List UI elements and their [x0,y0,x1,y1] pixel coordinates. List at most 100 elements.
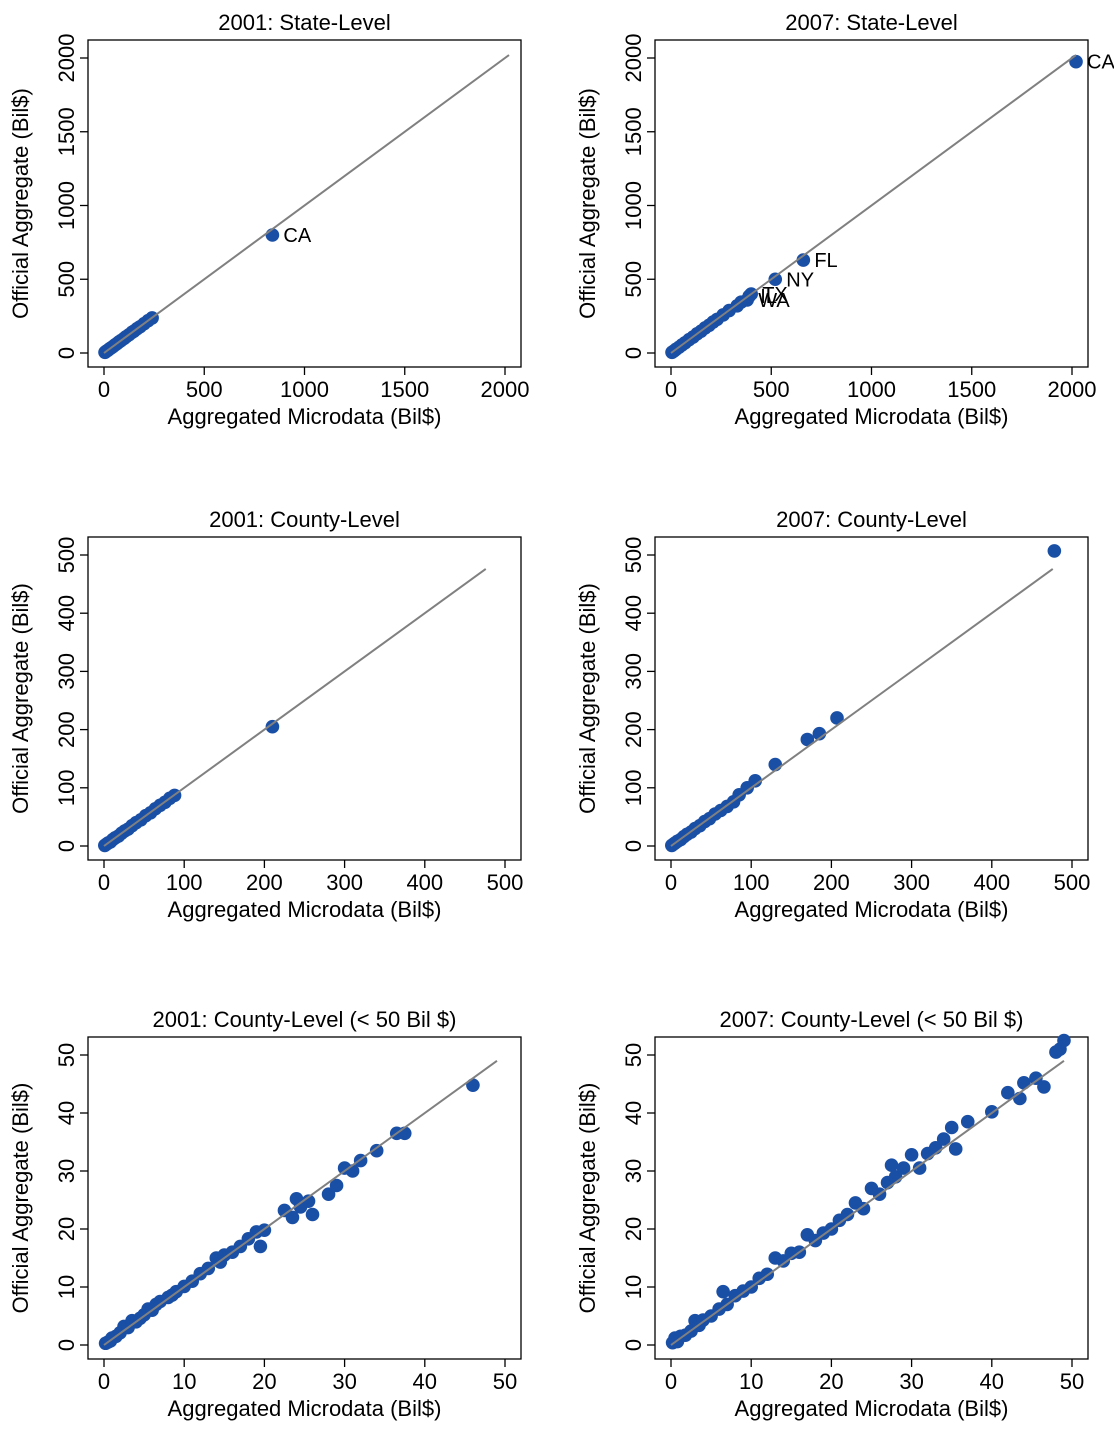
data-point [1001,1085,1015,1100]
point-label: TX [762,284,788,306]
fit-line [103,54,510,354]
data-point [265,719,280,734]
chart-title: 2001: State-Level [218,10,390,35]
x-axis-label: Aggregated Microdata (Bil$) [735,897,1009,922]
y-tick-label: 500 [54,261,79,298]
data-point [912,1161,927,1175]
data-point [285,1210,300,1225]
plot-frame [654,536,1089,861]
y-tick-label: 0 [54,347,79,359]
point-label: FL [814,250,837,272]
chart-title: 2001: County-Level [209,507,400,532]
x-tick-label: 300 [893,870,930,895]
y-tick-label: 400 [621,595,646,632]
x-tick-label: 0 [98,1369,110,1394]
data-point [748,774,763,788]
data-point [321,1187,336,1201]
x-tick-label: 10 [739,1369,763,1394]
x-tick-label: 0 [665,870,677,895]
y-tick-label: 30 [621,1159,646,1183]
x-tick-label: 500 [487,870,524,895]
fit-line [670,568,1054,847]
y-tick-label: 300 [54,653,79,690]
plot-frame [654,1036,1089,1360]
x-tick-label: 500 [186,377,223,402]
y-tick-label: 40 [621,1101,646,1125]
y-axis-label: Official Aggregate (Bil$) [575,1083,600,1314]
y-tick-label: 50 [54,1043,79,1067]
chart-title: 2001: County-Level (< 50 Bil $) [153,1007,457,1032]
y-tick-label: 0 [54,1339,79,1351]
fit-line [670,1059,1065,1346]
chart-title: 2007: State-Level [785,10,957,35]
data-point [904,1147,919,1162]
y-tick-label: 2000 [54,34,79,83]
chart-panel-2: 2007: State-Level 0 500 1000 1500 2000 0 500 100… [575,10,1114,429]
data-point [1047,544,1062,558]
x-axis-label: Aggregated Microdata (Bil$) [168,404,442,429]
data-point [884,1158,899,1172]
y-tick-label: 10 [621,1275,646,1299]
data-point [305,1207,320,1222]
x-axis-label: Aggregated Microdata (Bil$) [168,1396,442,1421]
chart-panel-6: 2007: County-Level (< 50 Bil $) 0 10 20 30 40… [575,1007,1089,1421]
x-tick-label: 1500 [380,377,429,402]
y-axis-label: Official Aggregate (Bil$) [575,88,600,319]
x-tick-label: 20 [819,1369,843,1394]
x-tick-label: 2000 [1048,377,1097,402]
y-tick-label: 100 [54,769,79,806]
point-label: CA [283,225,311,247]
y-tick-label: 1500 [54,107,79,156]
data-point [800,732,815,747]
chart-panel-4: 2007: County-Level 0 100 200 300 400 500 0 100 20… [575,507,1090,922]
y-tick-label: 0 [621,347,646,359]
x-tick-label: 0 [98,377,110,402]
x-tick-label: 400 [973,870,1010,895]
y-tick-label: 300 [621,653,646,690]
x-tick-label: 1500 [947,377,996,402]
x-tick-label: 500 [753,377,790,402]
x-tick-label: 10 [172,1369,196,1394]
fit-line [670,54,1077,354]
data-point [768,272,783,287]
y-tick-label: 20 [621,1217,646,1241]
x-tick-label: 1000 [280,377,329,402]
data-point [936,1132,951,1146]
data-point [944,1120,959,1135]
y-tick-label: 2000 [621,34,646,83]
x-tick-label: 0 [665,377,677,402]
chart-title: 2007: County-Level (< 50 Bil $) [720,1007,1024,1032]
x-tick-label: 0 [98,870,110,895]
data-point [796,253,811,267]
x-tick-label: 20 [252,1369,276,1394]
y-tick-label: 0 [621,1339,646,1351]
y-tick-label: 50 [621,1043,646,1067]
y-tick-label: 40 [54,1101,79,1125]
data-point [369,1143,384,1158]
x-tick-label: 1000 [847,377,896,402]
x-tick-label: 100 [166,870,203,895]
chart-panel-5: 2001: County-Level (< 50 Bil $) 0 10 20 30 40… [8,1007,522,1421]
point-label: CA [1087,52,1114,74]
data-point [948,1142,963,1156]
x-tick-label: 40 [413,1369,437,1394]
point-label: IL [760,286,777,308]
x-tick-label: 200 [813,870,850,895]
data-point [960,1114,975,1129]
y-tick-label: 200 [621,711,646,748]
chart-panel-3: 2001: County-Level 0 100 200 300 400 500 0 100 20… [8,507,523,922]
data-point [840,1207,855,1222]
y-axis-label: Official Aggregate (Bil$) [8,88,33,319]
data-point [253,1239,268,1254]
y-tick-label: 20 [54,1217,79,1241]
data-point [856,1201,871,1216]
y-axis-label: Official Aggregate (Bil$) [575,583,600,814]
x-tick-label: 30 [899,1369,923,1394]
data-point [1017,1076,1031,1090]
chart-title: 2007: County-Level [776,507,967,532]
y-tick-label: 500 [621,261,646,298]
plot-frame [87,536,522,861]
x-tick-label: 400 [406,870,443,895]
x-tick-label: 50 [493,1369,517,1394]
